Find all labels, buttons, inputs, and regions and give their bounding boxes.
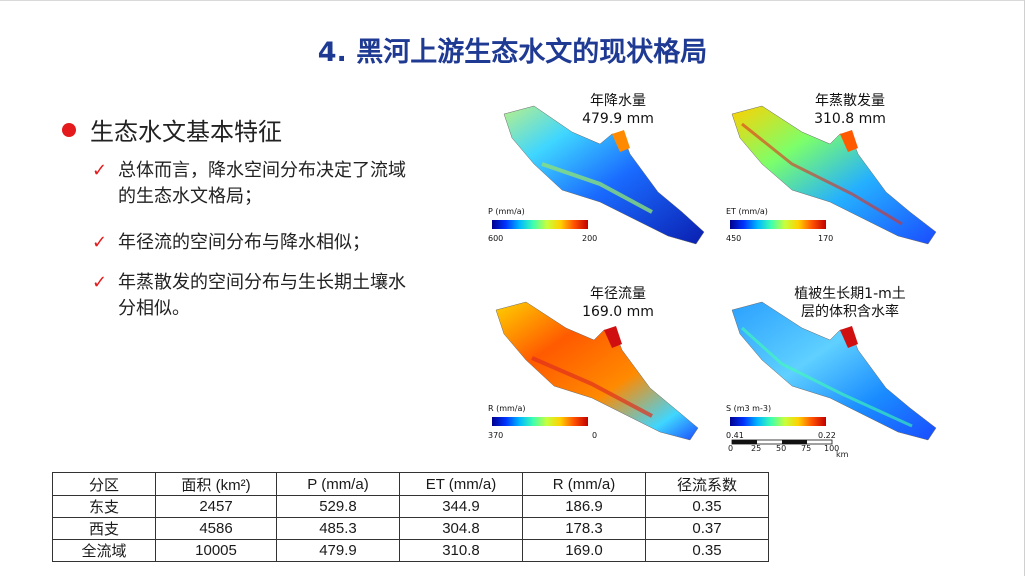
table-cell: 0.37	[645, 517, 769, 540]
scale-tick: 25	[751, 444, 762, 453]
sub-item-2: ✓ 年径流的空间分布与降水相似；	[92, 230, 422, 256]
scale-tick: 50	[776, 444, 787, 453]
table-cell: 310.8	[399, 539, 523, 562]
colorbar	[730, 220, 826, 229]
table-header-cell: ET (mm/a)	[399, 472, 523, 496]
colorbar-max: 0.22	[818, 431, 836, 440]
map-title-line1: 年降水量	[590, 93, 646, 109]
main-bullet: 生态水文基本特征	[62, 112, 282, 147]
table-cell: 344.9	[399, 495, 523, 518]
colorbar-label: S (m3 m-3)	[726, 404, 772, 413]
table-row: 东支 2457 529.8 344.9 186.9 0.35	[52, 495, 769, 518]
colorbar-max: 200	[582, 234, 598, 243]
colorbar-label: R (mm/a)	[488, 404, 526, 413]
scale-unit: km	[836, 450, 849, 459]
table-cell: 479.9	[276, 539, 400, 562]
table-cell: 0.35	[645, 539, 769, 562]
scale-tick: 75	[801, 444, 812, 453]
check-icon: ✓	[92, 272, 108, 293]
table-header-cell: P (mm/a)	[276, 472, 400, 496]
sub-item-text: 年蒸散发的空间分布与生长期土壤水分相似。	[118, 272, 406, 319]
soil-moisture-map	[731, 301, 937, 441]
map-title-line1: 年径流量	[590, 286, 646, 302]
colorbar-max: 0	[592, 431, 598, 440]
table-cell: 304.8	[399, 517, 523, 540]
bullet-dot-icon	[62, 122, 76, 137]
et-map	[731, 105, 937, 245]
map-title-line2: 479.9 mm	[582, 111, 654, 127]
table-header-row: 分区 面积 (km²) P (mm/a) ET (mm/a) R (mm/a) …	[52, 472, 769, 496]
colorbar-label: P (mm/a)	[488, 207, 525, 216]
colorbar	[730, 417, 826, 426]
table-cell: 全流域	[52, 539, 156, 562]
table-cell: 西支	[52, 517, 156, 540]
precip-map	[503, 105, 705, 245]
scale-tick: 0	[728, 444, 734, 453]
table-cell: 4586	[155, 517, 277, 540]
table-header-cell: 径流系数	[645, 472, 769, 496]
check-icon: ✓	[92, 160, 108, 181]
map-title-line2: 310.8 mm	[814, 111, 886, 127]
table-cell: 485.3	[276, 517, 400, 540]
map-title-et: 年蒸散发量 310.8 mm	[780, 92, 920, 128]
colorbar-min: 0.41	[726, 431, 744, 440]
scale-bar: 0 25 50 75 100 km	[728, 430, 858, 459]
table-cell: 2457	[155, 495, 277, 518]
runoff-map	[495, 301, 699, 441]
table-cell: 186.9	[522, 495, 646, 518]
colorbar-label: ET (mm/a)	[726, 207, 768, 216]
table-cell: 169.0	[522, 539, 646, 562]
table-row: 西支 4586 485.3 304.8 178.3 0.37	[52, 517, 769, 540]
map-title-line2: 层的体积含水率	[801, 304, 899, 320]
scale-bar-graphic	[731, 439, 833, 445]
map-title-line2: 169.0 mm	[582, 304, 654, 320]
main-bullet-text: 生态水文基本特征	[90, 118, 282, 146]
map-title-line1: 年蒸散发量	[815, 93, 885, 109]
map-title-runoff: 年径流量 169.0 mm	[548, 285, 688, 321]
map-title-line1: 植被生长期1-m土	[794, 286, 906, 302]
colorbar	[492, 417, 588, 426]
sub-item-3: ✓ 年蒸散发的空间分布与生长期土壤水分相似。	[92, 270, 422, 322]
map-title-precip: 年降水量 479.9 mm	[548, 92, 688, 128]
colorbar	[492, 220, 588, 229]
table-header-cell: 面积 (km²)	[155, 472, 277, 496]
table-cell: 0.35	[645, 495, 769, 518]
scale-tick: 100	[824, 444, 840, 453]
sub-item-text: 年径流的空间分布与降水相似；	[118, 232, 370, 253]
table-cell: 178.3	[522, 517, 646, 540]
slide-title: 4. 黑河上游生态水文的现状格局	[317, 37, 708, 68]
colorbar-max: 170	[818, 234, 834, 243]
summary-table: 分区 面积 (km²) P (mm/a) ET (mm/a) R (mm/a) …	[52, 472, 769, 562]
table-cell: 10005	[155, 539, 277, 562]
top-border	[0, 0, 1025, 7]
table-cell: 东支	[52, 495, 156, 518]
table-header-cell: 分区	[52, 472, 156, 496]
table-cell: 529.8	[276, 495, 400, 518]
colorbar-min: 450	[726, 234, 742, 243]
colorbar-min: 600	[488, 234, 504, 243]
check-icon: ✓	[92, 232, 108, 253]
table-header-cell: R (mm/a)	[522, 472, 646, 496]
map-title-soil: 植被生长期1-m土 层的体积含水率	[780, 285, 920, 321]
sub-item-1: ✓ 总体而言，降水空间分布决定了流域的生态水文格局；	[92, 158, 422, 210]
table-row: 全流域 10005 479.9 310.8 169.0 0.35	[52, 539, 769, 562]
colorbar-min: 370	[488, 431, 504, 440]
sub-item-text: 总体而言，降水空间分布决定了流域的生态水文格局；	[118, 160, 406, 207]
